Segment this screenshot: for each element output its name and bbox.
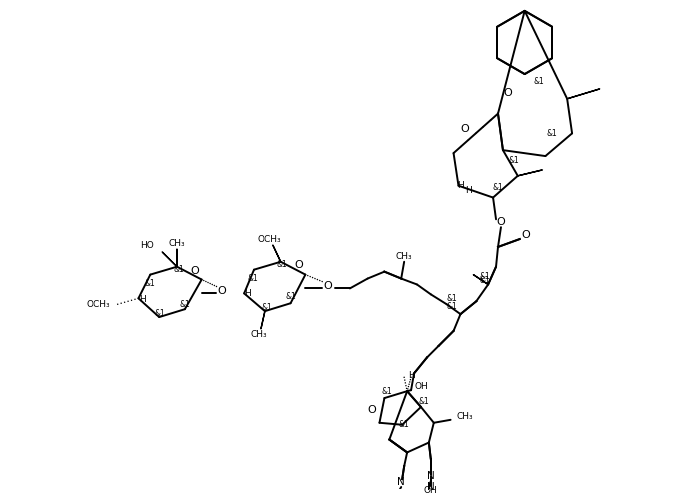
Text: &1: &1 (480, 272, 491, 281)
Text: &1: &1 (262, 303, 273, 312)
Text: H: H (244, 289, 250, 298)
Text: H: H (457, 181, 464, 190)
Text: &1: &1 (180, 300, 190, 309)
Text: O: O (497, 217, 505, 227)
Text: N: N (427, 471, 435, 481)
Text: O: O (294, 260, 303, 270)
Polygon shape (273, 245, 281, 262)
Text: O: O (324, 282, 332, 292)
Text: &1: &1 (382, 387, 393, 396)
Text: H: H (139, 295, 146, 304)
Text: &1: &1 (446, 302, 457, 311)
Text: HO: HO (141, 242, 154, 250)
Text: &1: &1 (285, 292, 296, 301)
Text: O: O (367, 405, 376, 415)
Text: CH₃: CH₃ (169, 240, 185, 248)
Text: &1: &1 (533, 78, 544, 87)
Polygon shape (518, 170, 542, 176)
Text: CH₃: CH₃ (250, 330, 267, 340)
Text: O: O (460, 124, 469, 135)
Text: &1: &1 (145, 279, 155, 288)
Polygon shape (162, 252, 177, 267)
Text: OCH₃: OCH₃ (257, 235, 281, 244)
Polygon shape (261, 311, 265, 329)
Text: &1: &1 (508, 155, 519, 164)
Text: H: H (408, 371, 415, 380)
Text: &1: &1 (399, 420, 410, 429)
Text: CH₃: CH₃ (456, 412, 473, 421)
Text: &1: &1 (493, 183, 503, 192)
Text: CH₃: CH₃ (396, 252, 413, 261)
Text: H: H (465, 186, 472, 195)
Text: O: O (217, 287, 226, 297)
Polygon shape (567, 89, 600, 99)
Text: OCH₃: OCH₃ (86, 300, 110, 309)
Text: OH: OH (414, 382, 428, 391)
Text: &1: &1 (277, 260, 287, 269)
Text: &1: &1 (174, 265, 184, 274)
Text: O: O (190, 266, 199, 276)
Text: &1: &1 (419, 396, 429, 405)
Text: O: O (522, 230, 530, 240)
Text: OH: OH (424, 487, 437, 495)
Text: N: N (427, 482, 435, 492)
Text: &1: &1 (547, 129, 558, 138)
Text: &1: &1 (248, 274, 258, 283)
Polygon shape (473, 275, 488, 285)
Text: O: O (503, 88, 512, 98)
Text: &1: &1 (446, 294, 457, 303)
Text: N: N (397, 477, 405, 487)
Text: &1: &1 (480, 276, 491, 285)
Text: &1: &1 (155, 308, 166, 318)
